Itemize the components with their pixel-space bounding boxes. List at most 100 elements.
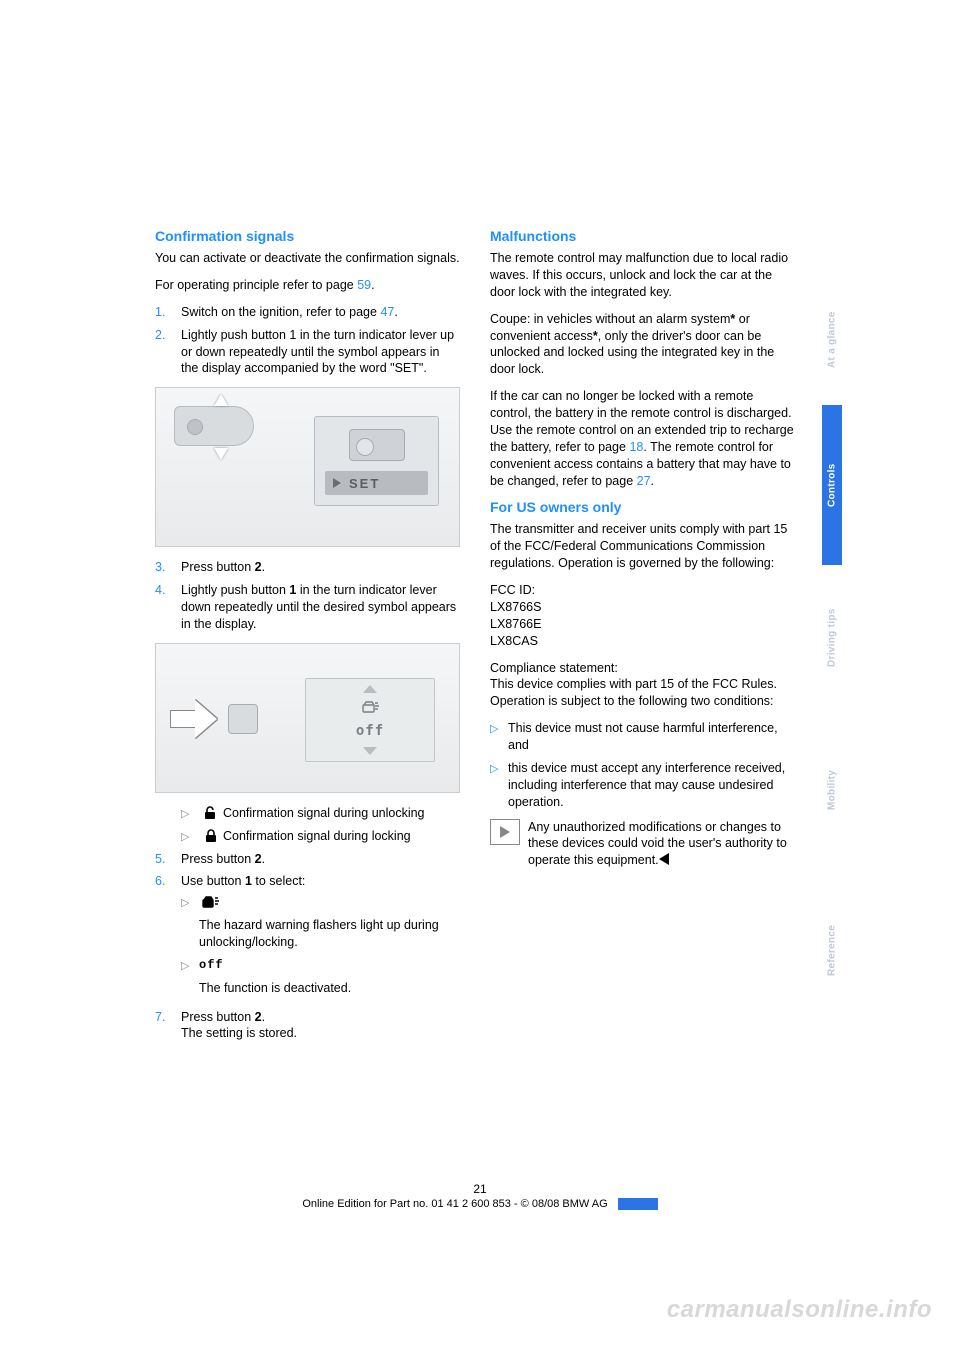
step-number: 5. [155,851,181,868]
menu-row [360,701,380,715]
page-link[interactable]: 27 [637,474,651,488]
triangle-bullet-icon: ▷ [181,894,199,911]
text: this device must accept any interference… [508,760,795,811]
text: The setting is stored. [181,1025,460,1042]
triangle-bullet-icon: ▷ [181,805,199,822]
step-body: Press button 2. The setting is stored. [181,1009,460,1043]
text: Switch on the ignition, refer to page [181,305,380,319]
section-tab[interactable]: At a glance [822,275,842,405]
section-tab[interactable]: Reference [822,870,842,1030]
section-tabs: At a glanceControlsDriving tipsMobilityR… [822,275,842,1030]
list-item: ▷ Confirmation signal during unlocking [181,805,460,822]
play-icon [333,478,341,488]
text: . [394,305,397,319]
ordered-list: 3. Press button 2. 4. Lightly push butto… [155,559,460,633]
step-body: Press button 2. [181,559,460,576]
page: Confirmation signals You can activate or… [0,0,960,1358]
para: Coupe: in vehicles without an alarm syst… [490,311,795,379]
list-item: ▷ [181,894,460,911]
step-number: 3. [155,559,181,576]
para: You can activate or deactivate the confi… [155,250,460,267]
sub-text: The hazard warning flashers light up dur… [181,917,460,951]
set-bar: SET [325,471,428,495]
display-menu-illustration: off [305,678,435,762]
step-number: 4. [155,582,181,633]
footer-bar [618,1198,658,1210]
list-item: 7. Press button 2. The setting is stored… [155,1009,460,1043]
turn-indicator-stalk-illustration [174,406,254,446]
text: FCC ID: [490,582,795,599]
end-mark-icon [659,853,669,870]
step-number: 6. [155,873,181,1002]
content-columns: Confirmation signals You can activate or… [155,228,795,1052]
list-item: 6. Use button 1 to select: ▷ The hazard … [155,873,460,1002]
lock-icon [199,828,223,843]
warning-note: Any unauthorized modifications or change… [490,819,795,870]
page-link[interactable]: 18 [629,440,643,454]
unlock-icon [199,805,223,820]
right-column: Malfunctions The remote control may malf… [490,228,795,1052]
footnote-star-icon: * [730,312,735,326]
list-item: 3. Press button 2. [155,559,460,576]
text: . [651,474,654,488]
text: For operating principle refer to page [155,278,357,292]
car-flash-icon [360,701,380,715]
ordered-list: 5. Press button 2. 6. Use button 1 to se… [155,851,460,1043]
off-label: off [199,957,460,973]
sub-list: ▷ Confirmation signal during unlocking ▷… [155,805,460,845]
stalk-tip-illustration [228,704,258,734]
arrow-up-icon [214,394,228,406]
step-number: 7. [155,1009,181,1043]
step-body: Switch on the ignition, refer to page 47… [181,304,460,321]
step-body: Lightly push button 1 in the turn indica… [181,327,460,378]
text: LX8766E [490,616,795,633]
heading-confirmation-signals: Confirmation signals [155,228,460,244]
compliance-block: Compliance statement: This device compli… [490,660,795,711]
page-link[interactable]: 47 [380,305,394,319]
triangle-bullet-icon: ▷ [490,720,508,737]
set-label: SET [349,476,380,491]
list-item: ▷ This device must not cause harmful int… [490,720,795,754]
step-number: 1. [155,304,181,321]
display-screen-illustration: SET [314,416,439,506]
car-flash-icon [199,894,223,909]
section-tab[interactable]: Mobility [822,710,842,870]
left-column: Confirmation signals You can activate or… [155,228,460,1052]
chevron-down-icon [363,747,377,755]
text: The hazard warning flashers light up dur… [199,917,460,951]
step-body: Lightly push button 1 in the turn indica… [181,582,460,633]
menu-row: off [356,723,384,739]
section-tab[interactable]: Controls [822,405,842,565]
fcc-block: FCC ID: LX8766S LX8766E LX8CAS [490,582,795,650]
text: Confirmation signal during locking [223,828,460,845]
triangle-bullet-icon: ▷ [490,760,508,777]
ordered-list: 1. Switch on the ignition, refer to page… [155,304,460,378]
step-number: 2. [155,327,181,378]
para: If the car can no longer be locked with … [490,388,795,489]
footer-line: Online Edition for Part no. 01 41 2 600 … [0,1198,960,1210]
section-tab[interactable]: Driving tips [822,565,842,710]
text: Any unauthorized modifications or change… [528,820,787,868]
arrow-down-icon [214,448,228,460]
off-label: off [356,723,384,739]
list-item: 2. Lightly push button 1 in the turn ind… [155,327,460,378]
text: LX8CAS [490,633,795,650]
figure-stalk-set: SET [155,387,460,547]
heading-malfunctions: Malfunctions [490,228,795,244]
heading-us-owners: For US owners only [490,499,795,515]
key-icon [349,429,405,461]
text: LX8766S [490,599,795,616]
page-link[interactable]: 59 [357,278,371,292]
para: The remote control may malfunction due t… [490,250,795,301]
chevron-up-icon [363,685,377,693]
note-icon [490,819,520,845]
watermark: carmanualsonline.info [667,1296,932,1324]
text: This device complies with part 15 of the… [490,676,795,710]
list-item: 5. Press button 2. [155,851,460,868]
triangle-bullet-icon: ▷ [181,828,199,845]
triangle-bullet-icon: ▷ [181,957,199,974]
step-body: Use button 1 to select: ▷ The hazard war… [181,873,460,1002]
step-body: Press button 2. [181,851,460,868]
list-item: ▷ off [181,957,460,974]
page-footer: 21 Online Edition for Part no. 01 41 2 6… [0,1182,960,1210]
